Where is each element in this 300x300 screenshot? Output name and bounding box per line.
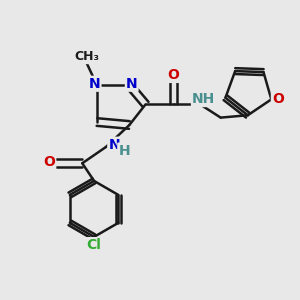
Text: O: O xyxy=(168,68,179,82)
Text: O: O xyxy=(44,155,55,169)
Text: N: N xyxy=(126,77,138,91)
Text: N: N xyxy=(108,138,120,152)
Text: H: H xyxy=(118,144,130,158)
Text: Cl: Cl xyxy=(87,238,101,252)
Text: NH: NH xyxy=(192,92,215,106)
Text: O: O xyxy=(272,92,284,106)
Text: N: N xyxy=(89,77,100,91)
Text: CH₃: CH₃ xyxy=(74,50,99,63)
